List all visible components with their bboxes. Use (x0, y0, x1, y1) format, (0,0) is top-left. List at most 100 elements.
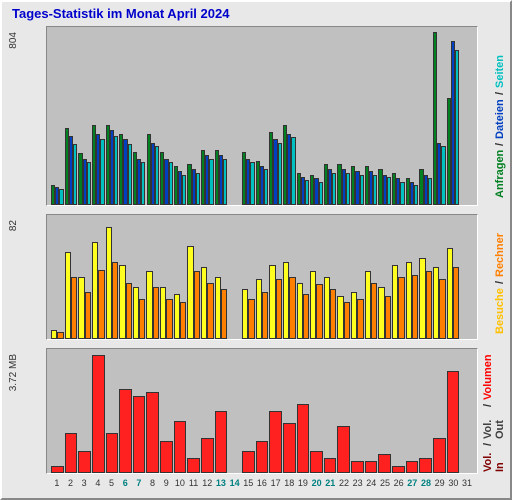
panel-volume (46, 348, 478, 474)
x-label: 2 (64, 478, 78, 488)
day-group (337, 349, 350, 473)
day-group (78, 215, 91, 339)
x-label: 19 (296, 478, 310, 488)
bar (215, 411, 228, 473)
x-label: 12 (200, 478, 214, 488)
day-group (460, 27, 473, 205)
bar (209, 159, 213, 205)
day-group (242, 215, 255, 339)
bar (141, 162, 145, 205)
bar (133, 396, 146, 473)
day-group (201, 27, 214, 205)
bar (400, 182, 404, 205)
legend-separator: / (494, 143, 506, 146)
x-label: 5 (105, 478, 119, 488)
x-label: 27 (405, 478, 419, 488)
day-group (365, 215, 378, 339)
bar (426, 271, 432, 339)
panel-requests (46, 26, 478, 206)
day-group (106, 27, 119, 205)
day-group (228, 215, 241, 339)
day-group (269, 27, 282, 205)
x-label: 31 (460, 478, 474, 488)
day-group (187, 27, 200, 205)
x-label: 13 (214, 478, 228, 488)
day-group (256, 27, 269, 205)
day-group (406, 349, 419, 473)
bar (351, 461, 364, 473)
day-group (133, 215, 146, 339)
x-label: 30 (446, 478, 460, 488)
bar (59, 189, 63, 205)
day-group (283, 349, 296, 473)
bar (71, 277, 77, 339)
bar (332, 173, 336, 205)
day-group (283, 215, 296, 339)
day-group (174, 27, 187, 205)
panel-visits (46, 214, 478, 340)
day-group (406, 215, 419, 339)
bar (441, 146, 445, 205)
bar (419, 458, 432, 473)
x-label: 7 (132, 478, 146, 488)
day-group (174, 215, 187, 339)
day-group (378, 215, 391, 339)
legend-item: Rechner (494, 233, 506, 277)
day-group (160, 27, 173, 205)
ylabel-bot: 3.72 MB (8, 354, 19, 391)
legend-separator: / (482, 404, 506, 407)
day-group (447, 349, 460, 473)
day-group (460, 215, 473, 339)
day-group (119, 349, 132, 473)
x-label: 16 (255, 478, 269, 488)
bar (196, 173, 200, 205)
day-group (378, 27, 391, 205)
day-group (447, 215, 460, 339)
bar (398, 277, 404, 339)
day-group (297, 27, 310, 205)
ylabel-top: 804 (8, 32, 19, 49)
bar (414, 185, 418, 205)
bar (392, 466, 405, 473)
day-group (51, 215, 64, 339)
bar (316, 284, 322, 339)
bar (262, 292, 268, 339)
x-label: 25 (378, 478, 392, 488)
day-group (133, 27, 146, 205)
x-label: 3 (77, 478, 91, 488)
day-group (160, 215, 173, 339)
bar (357, 299, 363, 339)
x-label: 10 (173, 478, 187, 488)
bar (278, 143, 282, 205)
day-group (78, 349, 91, 473)
day-group (269, 349, 282, 473)
day-group (106, 349, 119, 473)
day-group (65, 215, 78, 339)
bar (182, 175, 186, 205)
bar (201, 438, 214, 473)
bar (248, 299, 254, 339)
day-group (146, 27, 159, 205)
x-label: 11 (187, 478, 201, 488)
bar (187, 458, 200, 473)
day-group (392, 27, 405, 205)
bar (73, 144, 77, 205)
bar (447, 371, 460, 473)
day-group (146, 349, 159, 473)
bar (106, 433, 119, 473)
bar (112, 262, 118, 339)
bar (256, 441, 269, 473)
day-group (92, 349, 105, 473)
legend-item: Vol. Out (482, 411, 506, 439)
day-group (51, 27, 64, 205)
bar (385, 296, 391, 339)
x-label: 17 (269, 478, 283, 488)
day-group (119, 27, 132, 205)
bar (160, 441, 173, 473)
x-label: 29 (433, 478, 447, 488)
bar (92, 355, 105, 473)
day-group (392, 215, 405, 339)
bar (51, 466, 64, 473)
chart-title: Tages-Statistik im Monat April 2024 (12, 6, 229, 21)
bar (360, 175, 364, 205)
